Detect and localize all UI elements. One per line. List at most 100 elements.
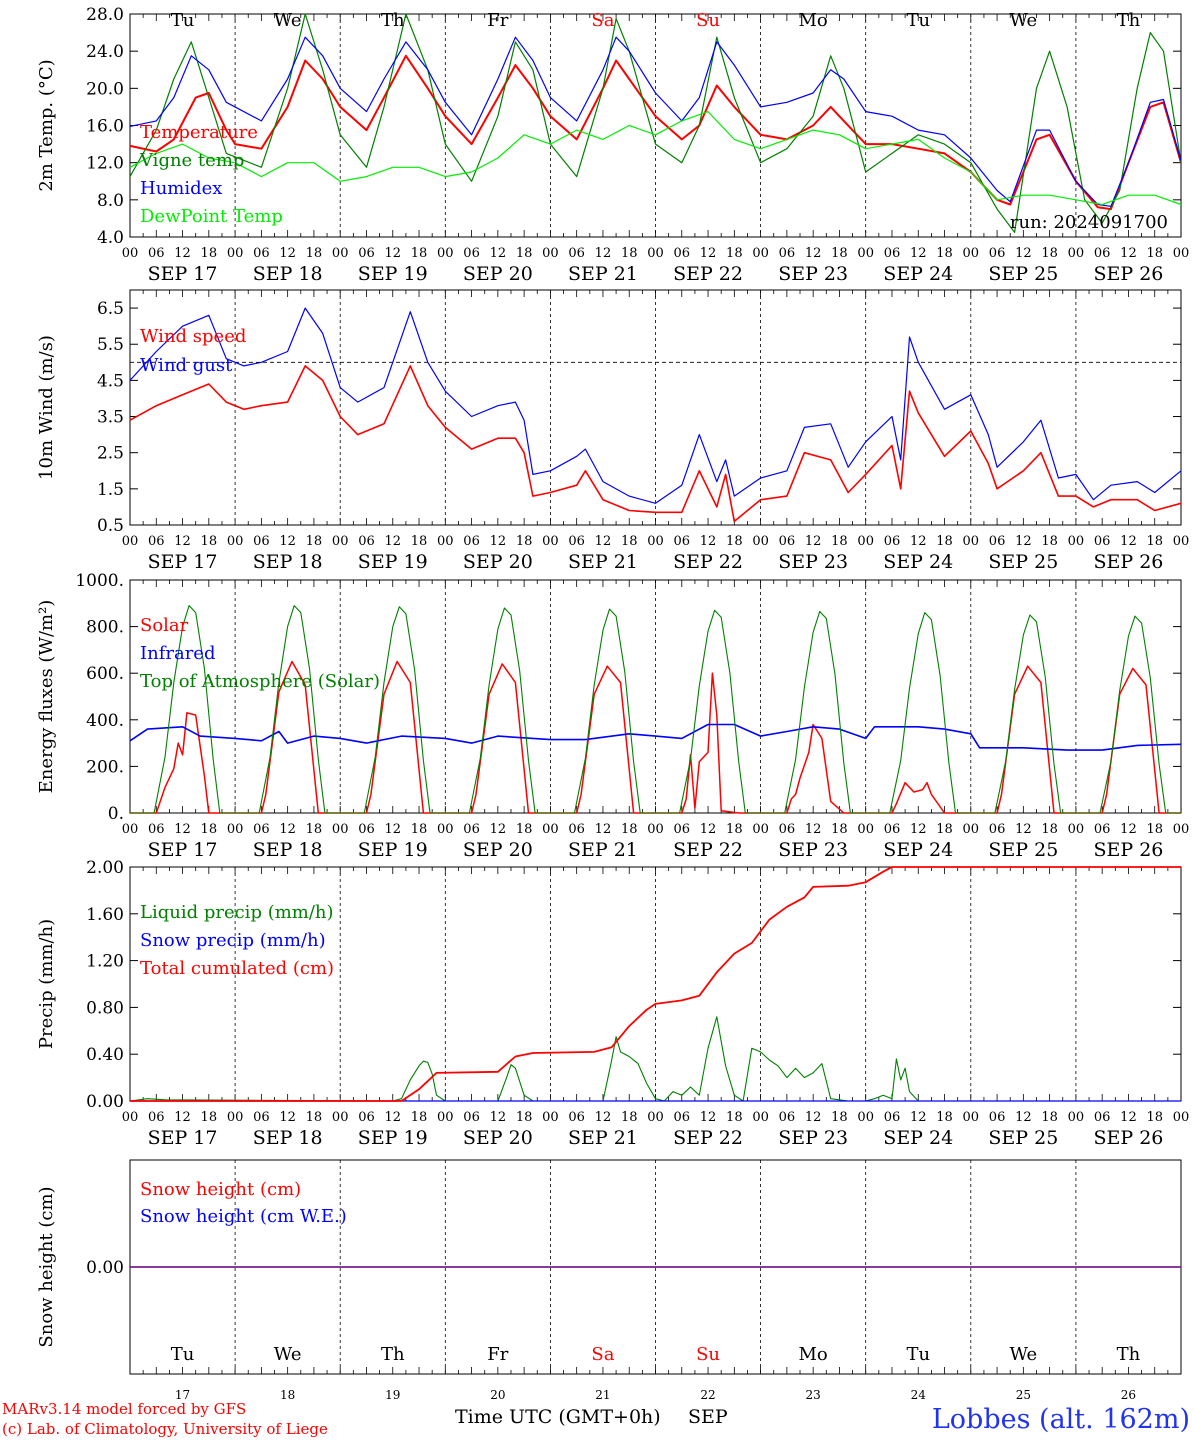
y-axis-title: Snow height (cm) [36, 1186, 57, 1347]
day-abbrev: Th [1117, 1344, 1141, 1365]
hour-tick-label: 12 [174, 246, 191, 261]
day-abbrev: Tu [171, 1344, 195, 1365]
date-label: SEP 18 [253, 839, 323, 861]
date-label: SEP 22 [673, 1127, 743, 1149]
hour-tick-label: 06 [148, 246, 165, 261]
day-abbrev: Su [696, 10, 720, 31]
series-line-2 [129, 13, 1182, 233]
hour-tick-label: 06 [989, 822, 1006, 837]
date-label: SEP 18 [253, 551, 323, 573]
hour-tick-label: 00 [647, 822, 664, 837]
hour-tick-label: 06 [1094, 822, 1111, 837]
hour-tick-label: 06 [989, 1110, 1006, 1125]
hour-tick-label: 12 [174, 534, 191, 549]
day-number: 17 [175, 1388, 190, 1402]
hour-tick-label: 12 [279, 1110, 296, 1125]
hour-tick-label: 18 [306, 534, 323, 549]
hour-tick-label: 00 [227, 1110, 244, 1125]
hour-tick-label: 12 [174, 822, 191, 837]
hour-tick-label: 06 [674, 822, 691, 837]
y-tick-label: 1.20 [86, 952, 124, 972]
panel-5: 0.00 Snow height (cm) Tu We Th Fr Sa Su Mo Tu We Th… [36, 1159, 1182, 1375]
hour-tick-label: 00 [752, 534, 769, 549]
day-abbrev: Sa [591, 10, 614, 31]
date-label: SEP 24 [883, 263, 953, 285]
date-label: SEP 17 [148, 839, 218, 861]
day-number: 18 [280, 1388, 295, 1402]
hour-tick-label: 00 [857, 1110, 874, 1125]
hour-tick-label: 06 [779, 822, 796, 837]
hour-tick-label: 12 [490, 534, 507, 549]
y-tick-label: 0. [108, 804, 124, 824]
day-abbrev: Fr [487, 10, 508, 31]
hour-tick-label: 06 [148, 1110, 165, 1125]
date-label: SEP 26 [1094, 1127, 1164, 1149]
series-line-3 [129, 36, 1182, 207]
y-tick-label: 600. [86, 664, 124, 684]
hour-tick-label: 06 [253, 822, 270, 837]
date-label: SEP 19 [358, 551, 428, 573]
date-label: SEP 26 [1094, 551, 1164, 573]
hour-tick-label: 00 [963, 246, 980, 261]
hour-tick-label: 00 [227, 534, 244, 549]
date-label: SEP 20 [463, 551, 533, 573]
hour-tick-label: 00 [542, 534, 559, 549]
day-abbrev: Su [696, 1344, 720, 1365]
legend-entry: Top of Atmosphere (Solar) [140, 671, 380, 692]
credit-line-2: (c) Lab. of Climatology, University of L… [2, 1420, 328, 1438]
hour-tick-label: 18 [516, 246, 533, 261]
panel-2: 0.5 1.5 2.5 3.5 4.5 5.5 6.5 10m Wind (m/s) 00 06 1… [36, 289, 1189, 573]
hour-tick-label: 00 [332, 1110, 349, 1125]
date-label: SEP 17 [148, 551, 218, 573]
hour-tick-label: 12 [1015, 1110, 1032, 1125]
month-label: SEP [688, 1406, 728, 1428]
series-line-3 [130, 605, 1181, 814]
date-label: SEP 24 [883, 1127, 953, 1149]
hour-tick-label: 00 [1173, 246, 1190, 261]
hour-tick-label: 06 [674, 1110, 691, 1125]
hour-tick-label: 12 [700, 534, 717, 549]
date-label: SEP 24 [883, 839, 953, 861]
hour-tick-label: 00 [542, 822, 559, 837]
hour-tick-label: 06 [463, 822, 480, 837]
panel-1: 4.0 8.0 12.0 16.0 20.0 24.0 28.0 2m Temp. (°C) 0… [36, 5, 1189, 285]
date-label: SEP 22 [673, 263, 743, 285]
station-label: Lobbes (alt. 162m) [932, 1404, 1190, 1435]
legend-entry: Snow height (cm) [140, 1179, 301, 1200]
day-abbrev: Sa [591, 1344, 614, 1365]
hour-tick-label: 00 [542, 246, 559, 261]
y-tick-label: 400. [86, 711, 124, 731]
hour-tick-label: 12 [1015, 822, 1032, 837]
day-number: 19 [385, 1388, 400, 1402]
y-tick-label: 4.0 [97, 228, 124, 248]
hour-tick-label: 06 [884, 822, 901, 837]
day-number: 24 [911, 1388, 927, 1402]
date-label: SEP 21 [568, 839, 638, 861]
hour-tick-label: 18 [1146, 246, 1163, 261]
hour-tick-label: 12 [805, 1110, 822, 1125]
date-label: SEP 26 [1094, 263, 1164, 285]
hour-tick-label: 12 [595, 246, 612, 261]
panel-3: 0. 200. 400. 600. 800. 1000. Energy fluxes (W/… [36, 571, 1189, 861]
hour-tick-label: 06 [884, 246, 901, 261]
hour-tick-label: 00 [437, 246, 454, 261]
y-tick-label: 16.0 [86, 117, 124, 137]
day-abbrev: Th [381, 1344, 405, 1365]
date-label: SEP 20 [463, 263, 533, 285]
hour-tick-label: 00 [542, 1110, 559, 1125]
hour-tick-label: 12 [700, 246, 717, 261]
day-number: 26 [1121, 1388, 1136, 1402]
hour-tick-label: 12 [279, 534, 296, 549]
hour-tick-label: 06 [884, 534, 901, 549]
y-tick-label: 1000. [75, 571, 124, 591]
date-label: SEP 19 [358, 263, 428, 285]
hour-tick-label: 12 [595, 534, 612, 549]
hour-tick-label: 12 [490, 1110, 507, 1125]
hour-tick-label: 18 [1041, 1110, 1058, 1125]
hour-tick-label: 06 [253, 246, 270, 261]
hour-tick-label: 00 [122, 534, 139, 549]
hour-tick-label: 06 [989, 534, 1006, 549]
hour-tick-label: 12 [700, 1110, 717, 1125]
y-tick-label: 28.0 [86, 5, 124, 25]
